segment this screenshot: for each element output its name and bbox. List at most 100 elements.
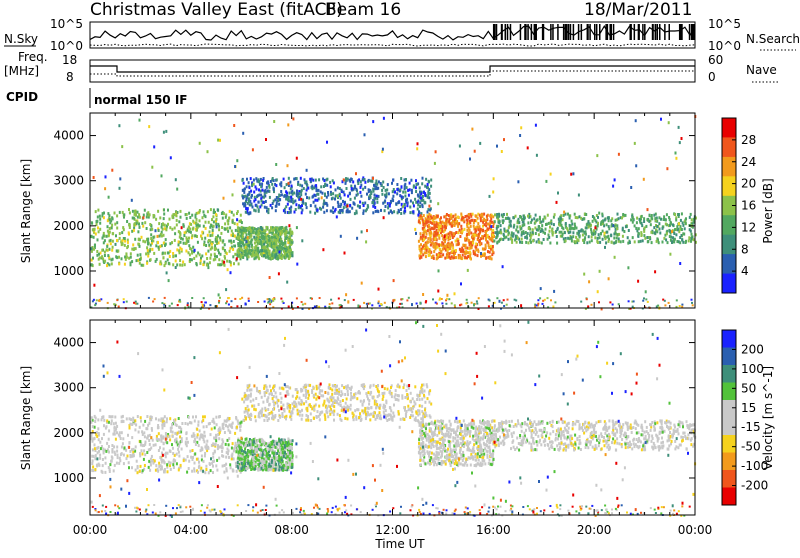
echo-cell [653,226,655,229]
echo-cell [650,223,652,226]
echo-cell [460,250,462,253]
echo-cell [131,436,133,439]
echo-cell [91,416,93,419]
echo-cell [242,256,244,259]
echo-cell [385,196,387,199]
echo-cell [146,227,148,230]
echo-cell [431,217,433,220]
echo-cell [566,227,568,230]
echo-cell [511,241,513,244]
noise-cell [604,246,606,249]
echo-cell [96,250,98,253]
noise-cell [175,266,177,269]
echo-cell [592,220,594,223]
echo-cell [292,439,294,442]
echo-cell [292,251,294,254]
echo-cell [176,248,178,251]
echo-cell [658,241,660,244]
ground-scatter-cell [123,298,125,300]
echo-cell [155,417,157,420]
echo-cell [259,242,261,245]
echo-cell [195,216,197,219]
ground-scatter-cell [123,301,125,303]
echo-cell [594,236,596,239]
echo-cell [494,213,496,216]
echo-cell [216,459,218,462]
echo-cell [492,215,494,218]
noise-cell [596,154,598,157]
echo-cell [231,447,233,450]
noise-cell [287,123,289,126]
ground-scatter-cell [580,301,582,303]
echo-cell [149,250,151,253]
noise-cell [99,299,101,302]
echo-cell [599,241,601,244]
echo-cell [306,206,308,209]
echo-cell [261,228,263,231]
echo-cell [568,214,570,217]
echo-cell [239,429,241,432]
echo-cell [243,191,245,194]
nave-tick-low: 0 [708,70,716,84]
echo-cell [178,220,180,223]
echo-cell [167,223,169,226]
noise-cell [155,229,157,232]
echo-cell [227,219,229,222]
echo-cell [268,239,270,242]
echo-cell [199,219,201,222]
echo-cell [139,245,141,248]
echo-cell [266,236,268,239]
echo-cell [418,220,420,223]
echo-cell [96,254,98,257]
echo-cell [186,431,188,434]
echo-cell [248,232,250,235]
echo-cell [448,239,450,242]
noise-cell [535,124,537,127]
echo-cell [135,445,137,448]
echo-cell [332,206,334,209]
echo-cell [109,218,111,221]
echo-cell [194,420,196,423]
echo-cell [362,188,364,191]
echo-cell [128,466,130,469]
echo-cell [203,440,205,443]
echo-cell [180,216,182,219]
echo-cell [242,202,244,205]
echo-cell [240,253,242,256]
echo-cell [290,211,292,214]
echo-cell [335,188,337,191]
echo-cell [222,465,224,468]
echo-cell [636,217,638,220]
echo-cell [502,215,504,218]
echo-cell [174,239,176,242]
echo-cell [240,425,242,428]
echo-cell [475,243,477,246]
echo-cell [400,212,402,215]
echo-cell [146,427,148,430]
echo-cell [176,453,178,456]
echo-cell [402,196,404,199]
echo-cell [256,231,258,234]
echo-cell [493,240,495,243]
echo-cell [306,196,308,199]
echo-cell [112,246,114,249]
ground-scatter-cell [191,297,193,299]
echo-cell [542,218,544,221]
ground-scatter-cell [187,302,189,304]
noise-cell [428,205,430,208]
echo-cell [114,212,116,215]
echo-cell [381,193,383,196]
echo-cell [459,235,461,238]
echo-cell [164,264,166,267]
echo-cell [480,217,482,220]
noise-cell [490,225,492,228]
echo-cell [554,213,556,216]
noise-cell [232,193,234,196]
echo-cell [257,249,259,252]
echo-cell [94,443,96,446]
ground-scatter-cell [506,304,508,306]
noise-cell [556,201,558,204]
echo-cell [475,245,477,248]
echo-cell [391,182,393,185]
ground-scatter-cell [618,303,620,305]
